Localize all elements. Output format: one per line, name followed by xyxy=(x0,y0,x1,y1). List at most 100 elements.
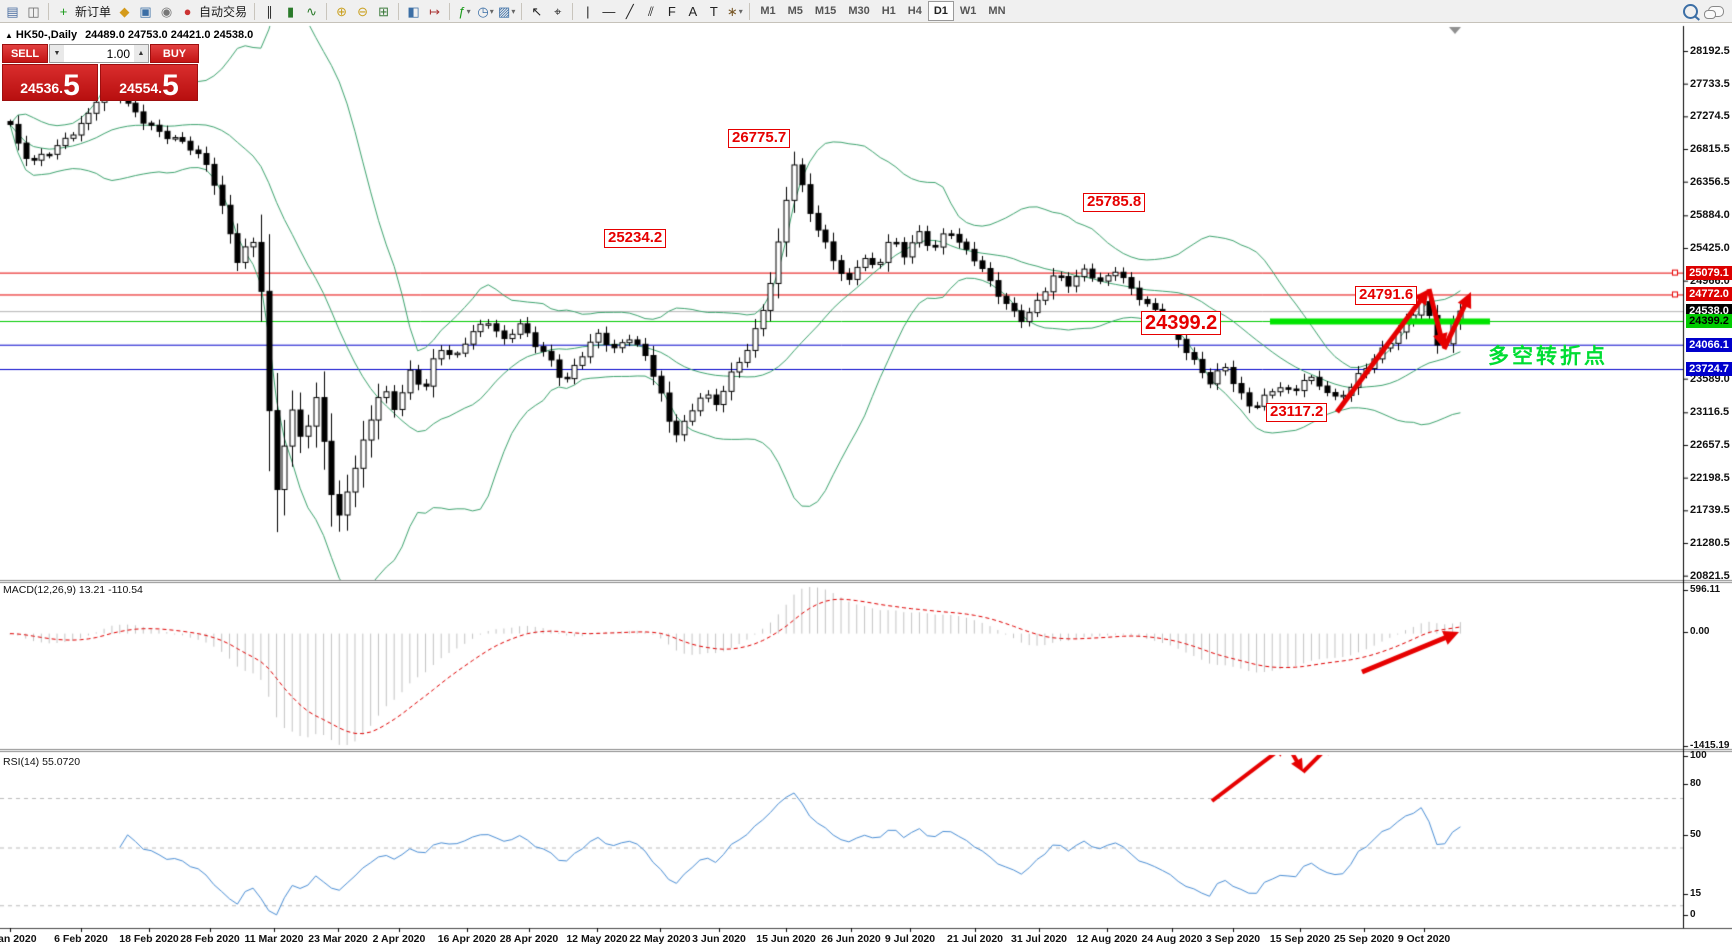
collapse-ohlc-icon[interactable]: ▲ xyxy=(5,31,13,40)
timeframe-button-w1[interactable]: W1 xyxy=(959,5,977,17)
templates-button[interactable]: ▨ ▾ xyxy=(496,2,517,21)
date-tick-label: 24 Aug 2020 xyxy=(1141,933,1203,945)
crosshair-button[interactable]: ⌖ xyxy=(547,2,568,21)
bar-chart-button[interactable]: ∥ xyxy=(259,2,280,21)
auto-arrange-button[interactable]: ◧ xyxy=(403,2,424,21)
candlestick-button[interactable]: ▮ xyxy=(280,2,301,21)
price-badge: 23724.7 xyxy=(1686,362,1732,377)
autotrade-button[interactable]: ● xyxy=(177,2,198,21)
search-icon[interactable] xyxy=(1683,3,1698,19)
toolbar-separator xyxy=(326,2,328,20)
horizontal-line-icon: — xyxy=(602,3,616,19)
rsi-label: RSI(14) 55.0720 xyxy=(3,756,80,768)
price-annotation-label[interactable]: 25234.2 xyxy=(604,229,667,248)
cursor-icon: ↖ xyxy=(531,3,543,19)
navigator-icon: ◉ xyxy=(160,3,173,19)
price-tick-label: 20821.5 xyxy=(1690,569,1730,582)
fibonacci-button[interactable]: F xyxy=(661,2,682,21)
zoom-in-icon: ⊕ xyxy=(336,3,347,19)
text-label-button[interactable]: T xyxy=(703,2,724,21)
sell-button[interactable]: SELL xyxy=(2,44,48,63)
chevron-down-icon: ▾ xyxy=(489,6,494,16)
sell-price-main: 24536 xyxy=(20,80,60,96)
price-annotation-label[interactable]: 25785.8 xyxy=(1083,193,1146,212)
toolbar-separator xyxy=(48,2,49,20)
indicator-scale-label: 15 xyxy=(1690,888,1702,899)
new-order-label[interactable]: 新订单 xyxy=(75,4,112,19)
vertical-line-button[interactable]: | xyxy=(577,2,598,21)
zoom-in-button[interactable]: ⊕ xyxy=(331,2,352,21)
date-tick-label: 11 Mar 2020 xyxy=(244,933,304,945)
buy-button[interactable]: BUY xyxy=(150,44,199,63)
chart-shift-button[interactable]: ↦ xyxy=(424,2,445,21)
volume-field[interactable]: ▼ 1.00 ▲ xyxy=(49,44,149,63)
zoom-out-button[interactable]: ⊖ xyxy=(352,2,373,21)
date-tick-label: 3 Jan 2020 xyxy=(0,933,37,945)
trendline-icon: ╱ xyxy=(625,3,634,19)
toolbar-left-groups: ▤ ◫ + 新订单 ◆ ▣ ◉ ● 自动交易 ∥ ▮ ∿ ⊕ ⊖ ⊞ ◧ ↦ ƒ ▾ ◷ ▾ ▨ ▾ ↖ ⌖ | — ╱ ⫽ F A T ∗ ▾ xyxy=(2,2,754,21)
navigator-button[interactable]: ◉ xyxy=(156,2,177,21)
line-chart-button[interactable]: ∿ xyxy=(301,2,322,21)
timeframe-button-h1[interactable]: H1 xyxy=(881,5,896,17)
date-tick-label: 9 Jul 2020 xyxy=(884,933,936,945)
indicators-button[interactable]: ƒ ▾ xyxy=(454,2,475,21)
price-tick-label: 27733.5 xyxy=(1690,77,1730,90)
sell-price-panel[interactable]: 24536. 5 xyxy=(2,64,98,101)
channel-button[interactable]: ⫽ xyxy=(640,2,661,21)
indicator-scale-label: 80 xyxy=(1690,778,1702,789)
horizontal-line-button[interactable]: — xyxy=(598,2,619,21)
price-annotation-label[interactable]: 24399.2 xyxy=(1141,311,1222,336)
volume-down-button[interactable]: ▼ xyxy=(50,45,64,62)
indicator-scale-label: 50 xyxy=(1690,829,1702,840)
timeframe-button-mn[interactable]: MN xyxy=(988,5,1006,17)
new-order-button[interactable]: + xyxy=(53,2,74,21)
timeframe-button-h4[interactable]: H4 xyxy=(907,5,922,17)
timeframe-button-m1[interactable]: M1 xyxy=(760,5,776,17)
date-tick-label: 31 Jul 2020 xyxy=(1010,933,1068,945)
volume-value[interactable]: 1.00 xyxy=(106,46,130,61)
date-tick-label: 3 Sep 2020 xyxy=(1205,933,1261,945)
chart-window-button[interactable]: ▤ xyxy=(2,2,23,21)
chart-title: ▲ HK50-,Daily 24489.0 24753.0 24421.0 2453… xyxy=(5,29,253,41)
volume-up-button[interactable]: ▲ xyxy=(134,45,148,62)
indicator-scale-label: -1415.19 xyxy=(1690,740,1730,751)
price-annotation-label[interactable]: 23117.2 xyxy=(1266,403,1328,422)
timeframe-button-d1[interactable]: D1 xyxy=(927,1,954,21)
market-watch-icon: ◆ xyxy=(119,3,130,19)
cursor-button[interactable]: ↖ xyxy=(526,2,547,21)
market-watch-button[interactable]: ◆ xyxy=(114,2,135,21)
period-button[interactable]: ◷ ▾ xyxy=(475,2,496,21)
crosshair-icon: ⌖ xyxy=(554,3,562,19)
arrows-button[interactable]: ∗ ▾ xyxy=(724,2,745,21)
date-tick-label: 15 Jun 2020 xyxy=(756,933,816,945)
channel-icon: ⫽ xyxy=(647,3,654,19)
price-annotation-label[interactable]: 24791.6 xyxy=(1355,286,1418,305)
price-tick-label: 22657.5 xyxy=(1690,438,1730,451)
chevron-down-icon: ▾ xyxy=(738,6,743,16)
toolbar-right-group xyxy=(1683,3,1724,19)
buy-price-panel[interactable]: 24554. 5 xyxy=(100,64,198,101)
timeframe-button-m30[interactable]: M30 xyxy=(848,5,870,17)
chat-icon[interactable] xyxy=(1704,5,1724,19)
timeframe-button-m5[interactable]: M5 xyxy=(787,5,803,17)
chevron-down-icon: ▾ xyxy=(466,6,471,16)
chart-window-icon: ▤ xyxy=(6,3,19,19)
buy-price-dot: . xyxy=(158,80,163,96)
trendline-button[interactable]: ╱ xyxy=(619,2,640,21)
date-tick-label: 12 Aug 2020 xyxy=(1076,933,1138,945)
autotrade-label[interactable]: 自动交易 xyxy=(199,4,248,19)
buy-price-main: 24554 xyxy=(119,80,159,96)
data-window-button[interactable]: ▣ xyxy=(135,2,156,21)
tile-windows-button[interactable]: ⊞ xyxy=(373,2,394,21)
data-window-icon: ▣ xyxy=(139,3,152,19)
profiles-button[interactable]: ◫ xyxy=(23,2,44,21)
date-tick-label: 2 Apr 2020 xyxy=(372,933,426,945)
line-chart-icon: ∿ xyxy=(306,3,317,19)
price-tick-label: 21739.5 xyxy=(1690,504,1730,517)
price-annotation-label[interactable]: 26775.7 xyxy=(728,129,791,148)
text-button[interactable]: A xyxy=(682,2,703,21)
toolbar-separator xyxy=(572,2,574,20)
timeframe-button-m15[interactable]: M15 xyxy=(814,5,837,17)
tile-windows-icon: ⊞ xyxy=(378,3,389,19)
